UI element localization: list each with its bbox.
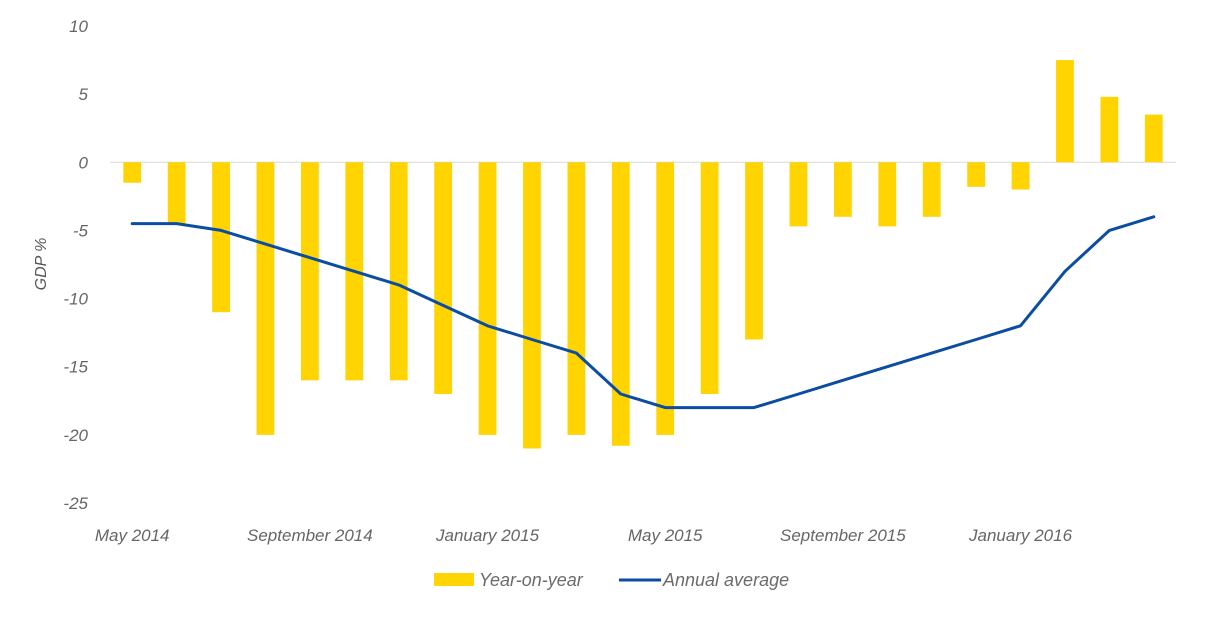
bar-year-on-year <box>656 162 675 435</box>
annual-average-line <box>130 215 1156 410</box>
bar-year-on-year <box>1056 60 1074 163</box>
bar-year-on-year <box>389 162 408 381</box>
y-axis-title: GDP % <box>33 238 50 291</box>
bar-year-on-year <box>1100 96 1119 163</box>
x-tick-label: January 2015 <box>435 526 540 545</box>
bar-year-on-year <box>300 162 319 381</box>
bar-year-on-year <box>212 162 230 313</box>
bar-year-on-year <box>967 162 986 187</box>
x-tick-label: September 2015 <box>780 526 906 545</box>
y-tick-label: -20 <box>63 426 88 445</box>
legend-label-annual-average: Annual average <box>662 570 789 590</box>
bar-year-on-year <box>123 162 142 183</box>
year-on-year-bars <box>123 60 1163 449</box>
bar-year-on-year <box>434 162 453 394</box>
bar-year-on-year <box>700 162 719 394</box>
y-axis-ticks: 10 5 0 -5 -10 -15 -20 -25 <box>63 17 88 513</box>
x-tick-label: September 2014 <box>247 526 373 545</box>
bar-year-on-year <box>478 162 497 435</box>
y-tick-label: 0 <box>79 153 89 172</box>
bar-year-on-year <box>167 162 186 224</box>
x-axis-ticks: May 2014 September 2014 January 2015 May 20… <box>95 526 1073 545</box>
bar-year-on-year <box>922 162 941 217</box>
bar-year-on-year <box>833 162 852 217</box>
y-tick-label: -15 <box>63 358 88 377</box>
bar-year-on-year <box>611 162 630 446</box>
y-tick-label: -25 <box>63 494 88 513</box>
bar-year-on-year <box>1011 162 1030 190</box>
y-tick-label: -10 <box>63 290 88 309</box>
legend: Year-on-year Annual average <box>434 570 789 590</box>
bar-year-on-year <box>878 162 897 227</box>
x-tick-label: January 2016 <box>968 526 1073 545</box>
legend-label-year-on-year: Year-on-year <box>479 570 584 590</box>
bar-year-on-year <box>256 162 275 435</box>
legend-swatch-year-on-year <box>434 573 474 586</box>
x-tick-label: May 2014 <box>95 526 170 545</box>
bar-year-on-year <box>789 162 808 227</box>
y-tick-label: -5 <box>73 221 89 240</box>
y-tick-label: 10 <box>69 17 88 36</box>
bar-year-on-year <box>745 162 763 340</box>
bar-year-on-year <box>1144 114 1163 163</box>
bar-year-on-year <box>523 162 541 449</box>
x-tick-label: May 2015 <box>628 526 703 545</box>
y-tick-label: 5 <box>79 85 89 104</box>
bar-year-on-year <box>567 162 586 435</box>
